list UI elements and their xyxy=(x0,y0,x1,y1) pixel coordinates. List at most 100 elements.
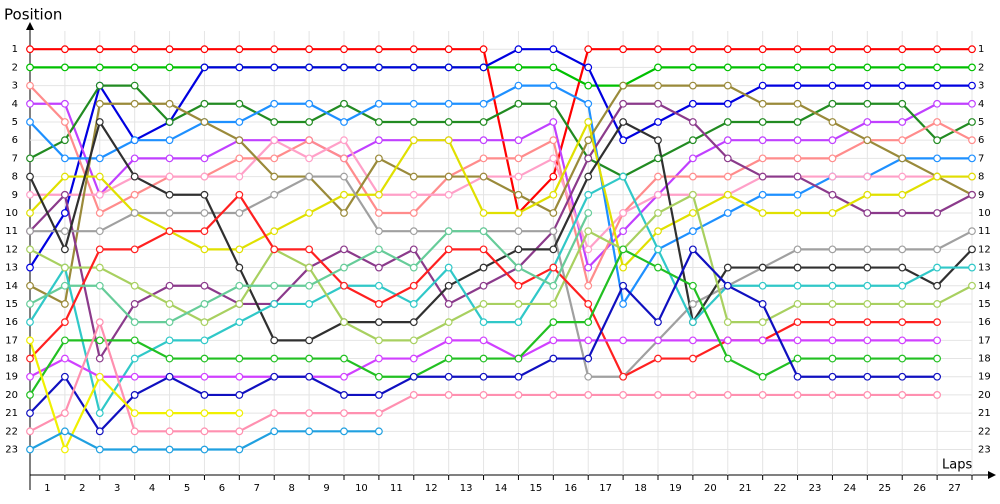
marker xyxy=(165,190,174,199)
marker xyxy=(479,391,488,399)
marker xyxy=(130,99,139,108)
y-tick-label-right: 22 xyxy=(978,426,991,437)
marker xyxy=(828,354,837,363)
marker xyxy=(549,245,558,254)
marker xyxy=(340,99,348,108)
marker xyxy=(340,427,348,436)
y-tick-label: 23 xyxy=(5,445,18,456)
marker xyxy=(793,336,802,345)
y-tick-label: 3 xyxy=(12,81,18,92)
marker xyxy=(479,300,488,308)
y-tick-label-right: 2 xyxy=(978,62,984,73)
marker xyxy=(130,336,139,345)
marker xyxy=(26,409,34,418)
marker xyxy=(305,336,314,345)
marker xyxy=(514,263,523,272)
marker xyxy=(60,318,69,327)
marker xyxy=(723,354,732,363)
marker xyxy=(60,409,69,418)
marker xyxy=(26,318,34,327)
y-tick-label: 14 xyxy=(5,281,18,292)
marker xyxy=(340,154,348,163)
marker xyxy=(758,190,767,199)
marker xyxy=(130,172,139,181)
marker xyxy=(444,245,453,254)
marker xyxy=(898,336,907,345)
marker xyxy=(723,99,732,108)
marker xyxy=(130,136,139,145)
marker xyxy=(165,372,174,381)
marker xyxy=(688,209,697,217)
marker xyxy=(60,190,69,199)
marker xyxy=(863,118,872,126)
marker xyxy=(200,427,209,436)
x-tick-label: 4 xyxy=(149,483,155,494)
marker xyxy=(863,263,872,272)
marker xyxy=(479,336,488,345)
y-tick-label-right: 3 xyxy=(978,81,984,92)
y-axis-title: Position xyxy=(4,6,62,24)
marker xyxy=(340,245,348,254)
marker xyxy=(688,336,697,345)
y-tick-label-right: 10 xyxy=(978,208,991,219)
marker xyxy=(235,118,244,126)
marker xyxy=(863,336,872,345)
marker xyxy=(898,63,907,72)
marker xyxy=(60,263,69,272)
marker xyxy=(235,209,244,217)
marker xyxy=(130,281,139,290)
y-axis-arrow xyxy=(26,22,34,30)
marker xyxy=(270,190,279,199)
marker xyxy=(793,136,802,145)
marker xyxy=(933,154,942,163)
marker xyxy=(758,118,767,126)
marker xyxy=(619,81,628,90)
marker xyxy=(863,81,872,90)
marker xyxy=(444,45,453,54)
marker xyxy=(95,409,104,418)
marker xyxy=(584,300,593,308)
x-tick-label: 23 xyxy=(809,483,822,494)
marker xyxy=(968,136,976,145)
marker xyxy=(130,391,139,399)
marker xyxy=(200,227,209,236)
marker xyxy=(165,445,174,454)
marker xyxy=(758,172,767,181)
marker xyxy=(898,81,907,90)
marker xyxy=(688,281,697,290)
x-tick-label: 27 xyxy=(948,483,961,494)
marker xyxy=(863,318,872,327)
marker xyxy=(688,190,697,199)
y-tick-label-right: 14 xyxy=(978,281,991,292)
marker xyxy=(584,190,593,199)
y-tick-label-right: 13 xyxy=(978,263,991,274)
marker xyxy=(933,281,942,290)
marker xyxy=(444,136,453,145)
marker xyxy=(584,154,593,163)
marker xyxy=(305,409,314,418)
marker xyxy=(409,190,418,199)
marker xyxy=(688,354,697,363)
marker xyxy=(758,263,767,272)
x-tick-label: 15 xyxy=(530,483,543,494)
marker xyxy=(270,336,279,345)
marker xyxy=(26,209,34,217)
marker xyxy=(200,318,209,327)
series-line xyxy=(30,102,972,270)
marker xyxy=(968,227,976,236)
marker xyxy=(968,45,976,54)
marker xyxy=(26,427,34,436)
marker xyxy=(968,154,976,163)
marker xyxy=(898,209,907,217)
marker xyxy=(863,372,872,381)
marker xyxy=(549,63,558,72)
marker xyxy=(723,263,732,272)
marker xyxy=(654,136,662,145)
marker xyxy=(723,281,732,290)
marker xyxy=(863,281,872,290)
x-tick-label: 6 xyxy=(219,483,225,494)
x-tick-label: 12 xyxy=(425,483,438,494)
marker xyxy=(270,172,279,181)
marker xyxy=(828,172,837,181)
